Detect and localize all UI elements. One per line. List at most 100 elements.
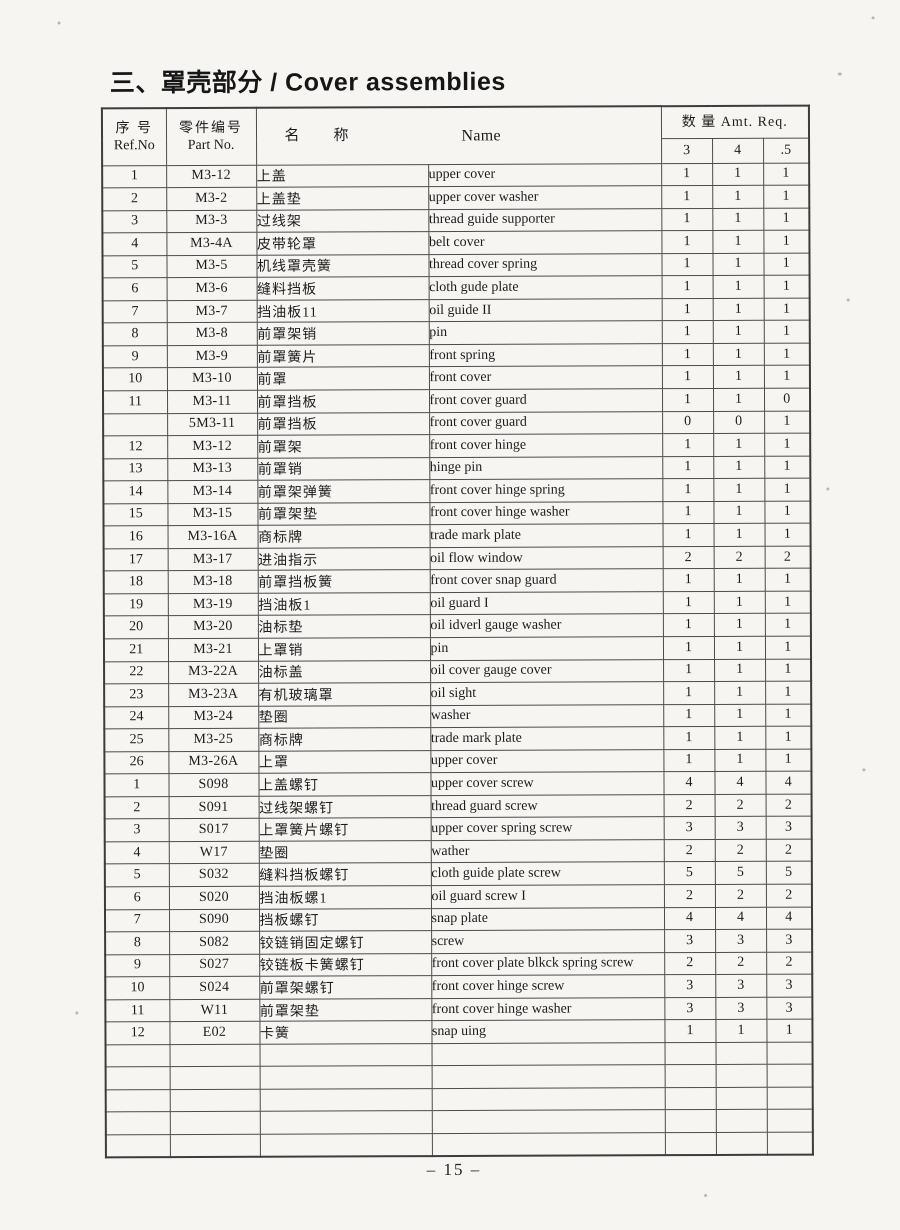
- name-en-cell: trade mark plate: [430, 726, 664, 751]
- part-no-cell: M3-24: [168, 705, 259, 729]
- amt-4-cell: 1: [713, 523, 765, 547]
- amt-5-cell: 1: [765, 703, 812, 727]
- amt-4-cell: [715, 1042, 767, 1065]
- amt-5-cell: 1: [764, 455, 811, 479]
- table-row: 6 S020 挡油板螺1 oil guard screw I 2 2 2: [104, 884, 813, 910]
- amt-4-cell: 1: [712, 365, 764, 389]
- header-name-en: Name: [461, 127, 501, 145]
- scan-speck: [704, 1194, 708, 1198]
- ref-no-cell: 22: [104, 661, 169, 684]
- amt-3-cell: 1: [662, 523, 714, 547]
- amt-4-cell: 2: [714, 839, 766, 862]
- ref-no-cell: 2: [102, 187, 167, 211]
- amt-4-cell: 1: [712, 343, 764, 366]
- table-row: 10 M3-10 前罩 front cover 1 1 1: [102, 365, 811, 391]
- name-en-cell: cloth guide plate screw: [430, 862, 664, 886]
- parts-table: 序 号 Ref.No 零件编号 Part No. 名称 Name 数 量 Amt…: [100, 104, 814, 1159]
- part-no-cell: W11: [169, 998, 260, 1022]
- table-row: 7 S090 挡板螺钉 snap plate 4 4 4: [104, 906, 813, 932]
- part-no-cell: M3-15: [167, 502, 258, 526]
- table-row-empty: [105, 1041, 813, 1068]
- part-no-cell: [169, 1089, 260, 1113]
- amt-5-cell: 1: [766, 1019, 813, 1043]
- amt-5-cell: 3: [766, 996, 813, 1020]
- name-en-cell: washer: [430, 704, 664, 728]
- scan-speck: [871, 16, 875, 20]
- amt-3-cell: 1: [661, 253, 713, 276]
- name-cn-cell: 油标垫: [257, 615, 430, 639]
- amt-4-cell: 2: [714, 884, 766, 908]
- amt-4-cell: 1: [714, 703, 766, 727]
- part-no-cell: S027: [169, 953, 260, 977]
- amt-3-cell: 1: [663, 726, 715, 750]
- ref-no-cell: 16: [103, 525, 168, 549]
- table-row: 2 S091 过线架螺钉 thread guard screw 2 2 2: [104, 793, 812, 820]
- amt-3-cell: 4: [663, 907, 716, 930]
- scan-speck: [862, 768, 866, 772]
- part-no-cell: S020: [168, 886, 259, 910]
- table-row: 5 S032 缝料挡板螺钉 cloth guide plate screw 5 …: [104, 861, 812, 887]
- part-no-cell: M3-5: [166, 254, 257, 278]
- table-row: 10 S024 前罩架螺钉 front cover hinge screw 3 …: [105, 974, 813, 1000]
- name-cn-cell: 皮带轮罩: [256, 231, 429, 255]
- amt-5-cell: [766, 1132, 813, 1155]
- amt-3-cell: 2: [664, 952, 716, 975]
- name-cn-cell: 缝料挡板螺钉: [258, 863, 431, 887]
- name-cn-cell: 油标盖: [258, 660, 431, 684]
- part-no-cell: S098: [168, 773, 259, 797]
- name-en-cell: oil guard I: [429, 591, 663, 616]
- amt-4-cell: 1: [712, 320, 764, 344]
- amt-5-cell: 2: [764, 545, 811, 569]
- amt-5-cell: 1: [763, 252, 810, 276]
- amt-3-cell: 4: [663, 771, 715, 795]
- name-cn-cell: 前罩簧片: [256, 344, 429, 368]
- name-cn-cell: 前罩: [256, 367, 429, 391]
- name-en-cell: front cover plate blkck spring screw: [431, 952, 665, 976]
- amt-4-cell: 3: [714, 816, 766, 840]
- amt-4-cell: [715, 1109, 767, 1133]
- part-no-cell: M3-7: [166, 300, 257, 323]
- ref-no-cell: 4: [104, 841, 169, 865]
- amt-4-cell: 0: [713, 410, 765, 434]
- amt-5-cell: 1: [765, 748, 812, 772]
- name-en-cell: front cover hinge spring: [429, 478, 663, 503]
- part-no-cell: M3-18: [167, 570, 258, 594]
- table-row: 17 M3-17 进油指示 oil flow window 2 2 2: [103, 545, 811, 572]
- ref-no-cell: 5: [104, 864, 169, 887]
- amt-4-cell: 1: [712, 298, 764, 321]
- name-en-cell: front cover hinge washer: [431, 997, 665, 1021]
- amt-3-cell: 1: [662, 591, 714, 615]
- name-cn-cell: 机线罩壳簧: [256, 254, 429, 278]
- table-row: 15 M3-15 前罩架垫 front cover hinge washer 1…: [103, 500, 811, 527]
- ref-no-cell: 4: [102, 232, 167, 256]
- ref-no-cell: 20: [103, 616, 168, 639]
- ref-no-cell: [105, 1089, 170, 1113]
- name-en-cell: belt cover: [428, 230, 662, 255]
- page-title: 三、罩壳部分 / Cover assemblies: [109, 67, 506, 98]
- ref-no-cell: 12: [103, 435, 168, 459]
- amt-3-cell: 1: [661, 230, 713, 254]
- part-no-cell: M3-3: [166, 209, 257, 233]
- ref-no-cell: 11: [102, 390, 168, 414]
- part-no-cell: M3-2: [166, 187, 257, 211]
- table-row: 18 M3-18 前罩挡板簧 front cover snap guard 1 …: [103, 568, 811, 594]
- ref-no-cell: 8: [105, 931, 170, 955]
- name-cn-cell: 缝料挡板: [256, 276, 429, 301]
- amt-5-cell: 3: [765, 816, 812, 840]
- name-en-cell: pin: [428, 321, 662, 345]
- ref-no-cell: 17: [103, 548, 168, 572]
- name-cn-cell: 前罩架弹簧: [257, 479, 430, 503]
- name-en-cell: upper cover washer: [428, 185, 662, 210]
- amt-3-cell: 2: [662, 546, 714, 570]
- part-no-cell: M3-14: [167, 480, 258, 504]
- name-cn-cell: 垫圈: [258, 840, 431, 864]
- name-en-cell: front cover snap guard: [429, 569, 663, 593]
- part-no-cell: S090: [168, 908, 260, 932]
- header-row-1: 序 号 Ref.No 零件编号 Part No. 名称 Name 数 量 Amt…: [101, 105, 810, 166]
- part-no-cell: [169, 1044, 260, 1067]
- scan-speck: [846, 298, 850, 302]
- amt-3-cell: 1: [661, 320, 713, 344]
- name-en-cell: upper cover: [428, 163, 662, 187]
- amt-5-cell: [766, 1087, 813, 1110]
- amt-3-cell: [664, 1087, 716, 1111]
